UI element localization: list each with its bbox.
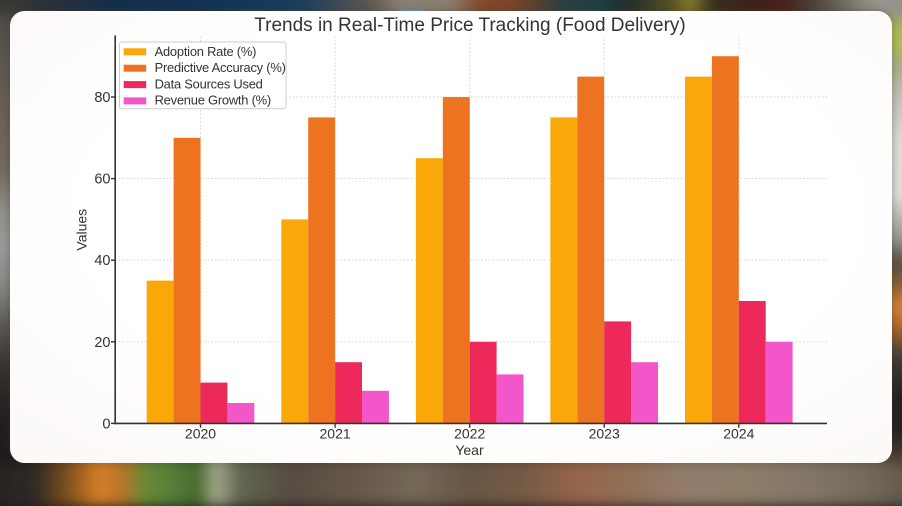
svg-text:40: 40 — [94, 253, 110, 269]
svg-text:Predictive Accuracy (%): Predictive Accuracy (%) — [155, 60, 286, 75]
svg-text:2024: 2024 — [723, 426, 754, 442]
svg-text:0: 0 — [102, 416, 110, 432]
svg-text:Data Sources Used: Data Sources Used — [155, 76, 263, 91]
svg-text:80: 80 — [94, 90, 110, 106]
svg-text:Values: Values — [74, 209, 90, 251]
svg-text:2022: 2022 — [454, 426, 485, 442]
svg-text:2023: 2023 — [589, 426, 620, 442]
svg-text:Year: Year — [455, 442, 484, 458]
svg-text:2021: 2021 — [320, 426, 351, 442]
svg-text:20: 20 — [94, 335, 110, 351]
svg-text:Trends in Real-Time Price Trac: Trends in Real-Time Price Tracking (Food… — [254, 15, 686, 36]
svg-text:60: 60 — [94, 172, 110, 188]
svg-text:2020: 2020 — [185, 426, 216, 442]
svg-text:Adoption Rate (%): Adoption Rate (%) — [155, 44, 257, 59]
svg-text:Revenue Growth (%): Revenue Growth (%) — [155, 93, 271, 108]
